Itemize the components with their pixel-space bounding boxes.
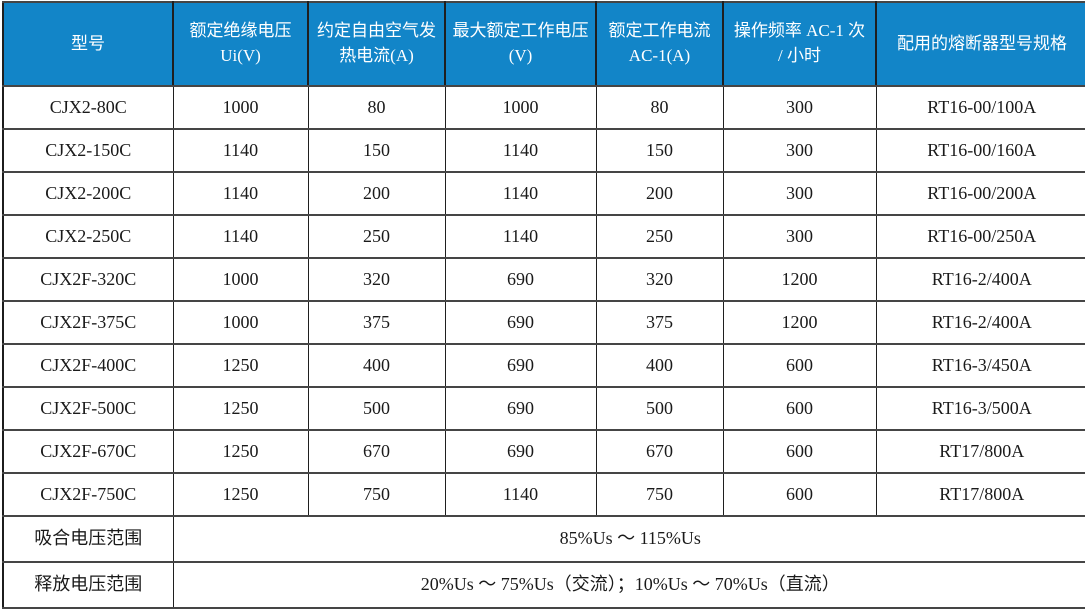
value-cell: 400 [307,343,446,388]
value-cell: 600 [722,386,877,431]
release-voltage-value: 20%Us ～ 75%Us（交流）；10%Us ～ 70%Us（直流） [172,561,1085,609]
value-cell: 150 [307,128,446,173]
value-cell: 1140 [444,171,597,216]
table-footer: 吸合电压范围 85%Us ～ 115%Us 释放电压范围 20%Us ～ 75%… [2,515,1085,609]
value-cell: 375 [595,300,724,345]
value-cell: 300 [722,214,877,259]
value-cell: 750 [595,472,724,517]
value-cell: 80 [307,85,446,130]
value-cell: 1250 [172,386,309,431]
table-row: CJX2-250C 1140 250 1140 250 300 RT16-00/250A [2,214,1085,259]
value-cell: 1200 [722,300,877,345]
column-header-thermal-current: 约定自由空气发热电流(A) [307,1,446,87]
value-cell: 400 [595,343,724,388]
value-cell: 1140 [444,472,597,517]
value-cell: RT16-00/100A [875,85,1085,130]
column-header-max-voltage: 最大额定工作电压(V) [444,1,597,87]
value-cell: 300 [722,85,877,130]
value-cell: 1140 [172,214,309,259]
value-cell: RT16-3/450A [875,343,1085,388]
table-row-pickup-voltage: 吸合电压范围 85%Us ～ 115%Us [2,515,1085,563]
table-row: CJX2F-670C 1250 670 690 670 600 RT17/800A [2,429,1085,474]
value-cell: RT16-00/160A [875,128,1085,173]
release-voltage-label: 释放电压范围 [2,561,174,609]
value-cell: RT16-2/400A [875,300,1085,345]
pickup-voltage-label: 吸合电压范围 [2,515,174,563]
model-cell: CJX2F-320C [2,257,174,302]
header-row: 型号 额定绝缘电压 Ui(V) 约定自由空气发热电流(A) 最大额定工作电压(V… [2,1,1085,87]
value-cell: 600 [722,472,877,517]
value-cell: 750 [307,472,446,517]
column-header-rated-current: 额定工作电流 AC-1(A) [595,1,724,87]
value-cell: 320 [595,257,724,302]
value-cell: 1140 [444,214,597,259]
value-cell: 1000 [172,300,309,345]
value-cell: RT16-2/400A [875,257,1085,302]
value-cell: 200 [595,171,724,216]
column-header-op-frequency: 操作频率 AC-1 次 / 小时 [722,1,877,87]
value-cell: 1000 [172,85,309,130]
value-cell: 1140 [172,128,309,173]
value-cell: RT17/800A [875,472,1085,517]
table-row: CJX2-80C 1000 80 1000 80 300 RT16-00/100A [2,85,1085,130]
value-cell: RT16-00/200A [875,171,1085,216]
model-cell: CJX2F-670C [2,429,174,474]
value-cell: 375 [307,300,446,345]
column-header-insulation-voltage: 额定绝缘电压 Ui(V) [172,1,309,87]
value-cell: 250 [307,214,446,259]
value-cell: 1140 [444,128,597,173]
table-header: 型号 额定绝缘电压 Ui(V) 约定自由空气发热电流(A) 最大额定工作电压(V… [2,1,1085,87]
model-cell: CJX2F-375C [2,300,174,345]
value-cell: 500 [595,386,724,431]
value-cell: 500 [307,386,446,431]
value-cell: 690 [444,429,597,474]
value-cell: 690 [444,257,597,302]
column-header-model: 型号 [2,1,174,87]
model-cell: CJX2-250C [2,214,174,259]
table-body: CJX2-80C 1000 80 1000 80 300 RT16-00/100A CJX2-… [2,85,1085,517]
value-cell: 600 [722,429,877,474]
table-row: CJX2F-500C 1250 500 690 500 600 RT16-3/500A [2,386,1085,431]
column-header-fuse-spec: 配用的熔断器型号规格 [875,1,1085,87]
pickup-voltage-value: 85%Us ～ 115%Us [172,515,1085,563]
table-row: CJX2F-320C 1000 320 690 320 1200 RT16-2/400A [2,257,1085,302]
value-cell: 150 [595,128,724,173]
table-row-release-voltage: 释放电压范围 20%Us ～ 75%Us（交流）；10%Us ～ 70%Us（直… [2,561,1085,609]
value-cell: 600 [722,343,877,388]
value-cell: 300 [722,128,877,173]
value-cell: 690 [444,300,597,345]
value-cell: 300 [722,171,877,216]
table-row: CJX2F-375C 1000 375 690 375 1200 RT16-2/400A [2,300,1085,345]
table-row: CJX2F-400C 1250 400 690 400 600 RT16-3/450A [2,343,1085,388]
value-cell: 320 [307,257,446,302]
model-cell: CJX2-80C [2,85,174,130]
value-cell: 1250 [172,472,309,517]
value-cell: 1000 [172,257,309,302]
table-row: CJX2-200C 1140 200 1140 200 300 RT16-00/200A [2,171,1085,216]
model-cell: CJX2-150C [2,128,174,173]
value-cell: 690 [444,386,597,431]
table-row: CJX2F-750C 1250 750 1140 750 600 RT17/800A [2,472,1085,517]
value-cell: 690 [444,343,597,388]
model-cell: CJX2-200C [2,171,174,216]
value-cell: 80 [595,85,724,130]
value-cell: 200 [307,171,446,216]
model-cell: CJX2F-500C [2,386,174,431]
value-cell: 1000 [444,85,597,130]
value-cell: RT16-3/500A [875,386,1085,431]
value-cell: 250 [595,214,724,259]
value-cell: 1140 [172,171,309,216]
value-cell: RT16-00/250A [875,214,1085,259]
model-cell: CJX2F-400C [2,343,174,388]
value-cell: 670 [307,429,446,474]
value-cell: 670 [595,429,724,474]
value-cell: RT17/800A [875,429,1085,474]
table-row: CJX2-150C 1140 150 1140 150 300 RT16-00/160A [2,128,1085,173]
value-cell: 1250 [172,429,309,474]
value-cell: 1200 [722,257,877,302]
model-cell: CJX2F-750C [2,472,174,517]
value-cell: 1250 [172,343,309,388]
